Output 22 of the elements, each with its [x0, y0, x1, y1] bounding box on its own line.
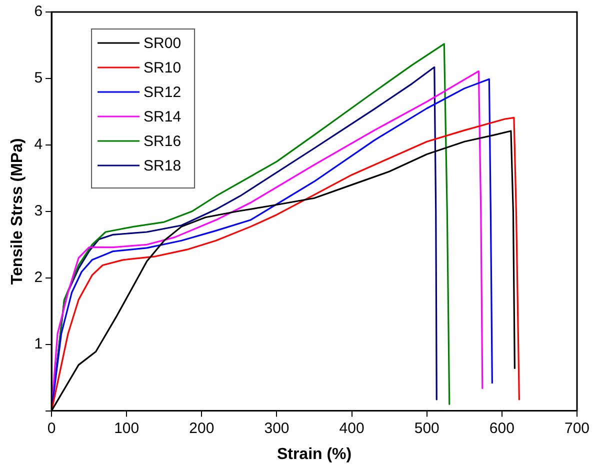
legend-label: SR18: [144, 158, 182, 175]
x-tick-label: 100: [114, 420, 140, 437]
x-tick-label: 600: [489, 420, 514, 437]
y-tick-label: 4: [34, 136, 43, 154]
legend-label: SR12: [144, 84, 182, 102]
legend-label: SR14: [144, 108, 182, 126]
x-axis-title: Strain (%): [276, 446, 352, 463]
legend-label: SR10: [144, 60, 182, 77]
legend-label: SR16: [144, 133, 182, 150]
x-tick-label: 500: [414, 420, 440, 437]
y-tick-label: 2: [34, 269, 43, 286]
x-tick-label: 700: [564, 420, 590, 437]
y-tick-label: 1: [34, 335, 43, 352]
x-tick-label: 300: [264, 420, 290, 437]
x-tick-label: 200: [189, 420, 214, 437]
legend-label: SR00: [144, 35, 182, 52]
y-tick-label: 5: [34, 70, 43, 87]
y-axis-title: Tensile Strss (MPa): [9, 138, 26, 285]
y-tick-label: 3: [34, 202, 43, 220]
x-tick-label: 0: [47, 420, 56, 437]
x-tick-label: 400: [339, 420, 364, 437]
y-tick-label: 6: [34, 3, 43, 20]
